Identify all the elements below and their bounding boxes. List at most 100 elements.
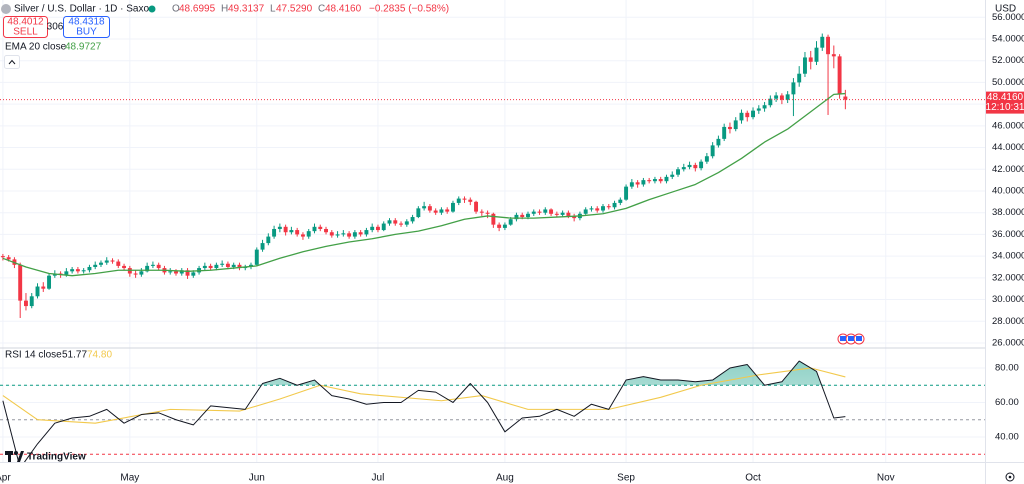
candle-body (174, 271, 178, 274)
candle-body (277, 226, 282, 229)
candle-body (635, 182, 640, 185)
candle-body (70, 269, 75, 272)
candle-body (352, 232, 357, 237)
y-tick-label: 40.0000 (992, 185, 1024, 196)
candle-body (722, 126, 727, 139)
x-tick-label: Jun (249, 473, 265, 484)
candle-body (520, 214, 525, 218)
candle-body (0, 256, 5, 258)
candle-body (508, 219, 513, 225)
candle-body (479, 211, 484, 213)
candle-body (387, 220, 392, 224)
candle-body (445, 209, 450, 212)
candle-body (410, 217, 415, 222)
buy-button[interactable] (63, 16, 110, 38)
candle-body (664, 176, 669, 182)
collapse-icon (8, 59, 16, 65)
ohlc-value: 48.4160 (325, 4, 362, 15)
price-axis-bg (985, 0, 1024, 462)
y-tick-label: 42.0000 (992, 164, 1024, 175)
y-tick-label: 50.0000 (992, 77, 1024, 88)
candle-body (791, 82, 796, 95)
candle-body (81, 270, 86, 272)
candle-body (202, 265, 207, 269)
candle-body (116, 261, 121, 266)
candle-body (41, 286, 46, 289)
candle-body (785, 94, 790, 100)
candle-body (104, 260, 109, 263)
candle-body (358, 232, 363, 235)
candle-body (543, 209, 548, 213)
candle-body (220, 263, 225, 265)
candle-body (497, 224, 502, 228)
y-tick-label: 36.0000 (992, 229, 1024, 240)
x-tick-label: Jul (372, 473, 385, 484)
candle-body (254, 249, 259, 265)
candle-body (601, 206, 605, 211)
settings-icon[interactable] (1005, 472, 1015, 482)
candle-body (93, 264, 98, 267)
candle-body (699, 161, 704, 169)
candle-body (427, 206, 432, 211)
candle-body (797, 73, 802, 83)
candle-body (329, 232, 334, 236)
candle-body (549, 209, 554, 214)
rsi-tick-label: 40.00 (995, 432, 1019, 443)
candle-body (606, 206, 611, 208)
candle-body (751, 110, 755, 118)
candle-body (485, 212, 490, 214)
candle-body (87, 266, 92, 271)
candle-body (433, 210, 438, 213)
candle-body (300, 234, 305, 237)
price-change: −0.2835 (−0.58%) (369, 4, 449, 15)
candle-body (318, 226, 323, 229)
brand-name: TradingView (27, 452, 86, 463)
ohlc-value: 48.6995 (179, 4, 216, 15)
sell-button[interactable] (3, 16, 48, 38)
x-tick-label: Oct (745, 473, 761, 484)
candle-body (624, 186, 629, 200)
event-flags[interactable] (837, 333, 865, 345)
rsi-tick-label: 80.00 (995, 362, 1019, 373)
candle-body (404, 221, 409, 225)
x-tick-label: Aug (496, 473, 514, 484)
brand-logo (5, 451, 24, 462)
spread: 306 (47, 22, 64, 33)
collapse-button[interactable] (4, 55, 20, 69)
candle-body (756, 108, 761, 111)
candle-body (502, 224, 507, 228)
candle-body (739, 112, 744, 121)
candle-body (47, 275, 52, 289)
candle-body (803, 57, 807, 74)
candle-body (733, 120, 738, 130)
candle-body (468, 199, 473, 202)
candle-body (99, 262, 103, 265)
ema-line (2, 92, 846, 277)
x-tick-label: Sep (617, 473, 635, 484)
ohlc-key: C (318, 4, 325, 15)
candle-body (462, 198, 467, 200)
candle-body (439, 209, 444, 213)
axes: 26.0000 28.0000 30.0000 32.0000 34.0000 36.00… (0, 12, 1024, 484)
candle-body (491, 213, 496, 225)
candle-body (727, 126, 732, 130)
rsi-legend-value: 51.77 (62, 350, 87, 361)
candle-body (560, 212, 565, 215)
symbol-title: Silver / U.S. Dollar · 1D · Saxo (14, 4, 149, 15)
candle-body (145, 265, 150, 272)
candle-body (641, 180, 646, 185)
candle-body (231, 264, 236, 267)
candle-body (514, 214, 519, 220)
candle-body (260, 243, 265, 250)
candle-body (826, 36, 831, 55)
candle-body (156, 264, 161, 269)
rsi-ma-legend-value: 74.80 (87, 350, 112, 361)
candle-body (179, 270, 184, 274)
candle-body (629, 182, 634, 187)
candle-body (716, 138, 721, 146)
candle-body (572, 215, 577, 219)
candle-body (566, 212, 571, 216)
candle-body (554, 213, 559, 215)
